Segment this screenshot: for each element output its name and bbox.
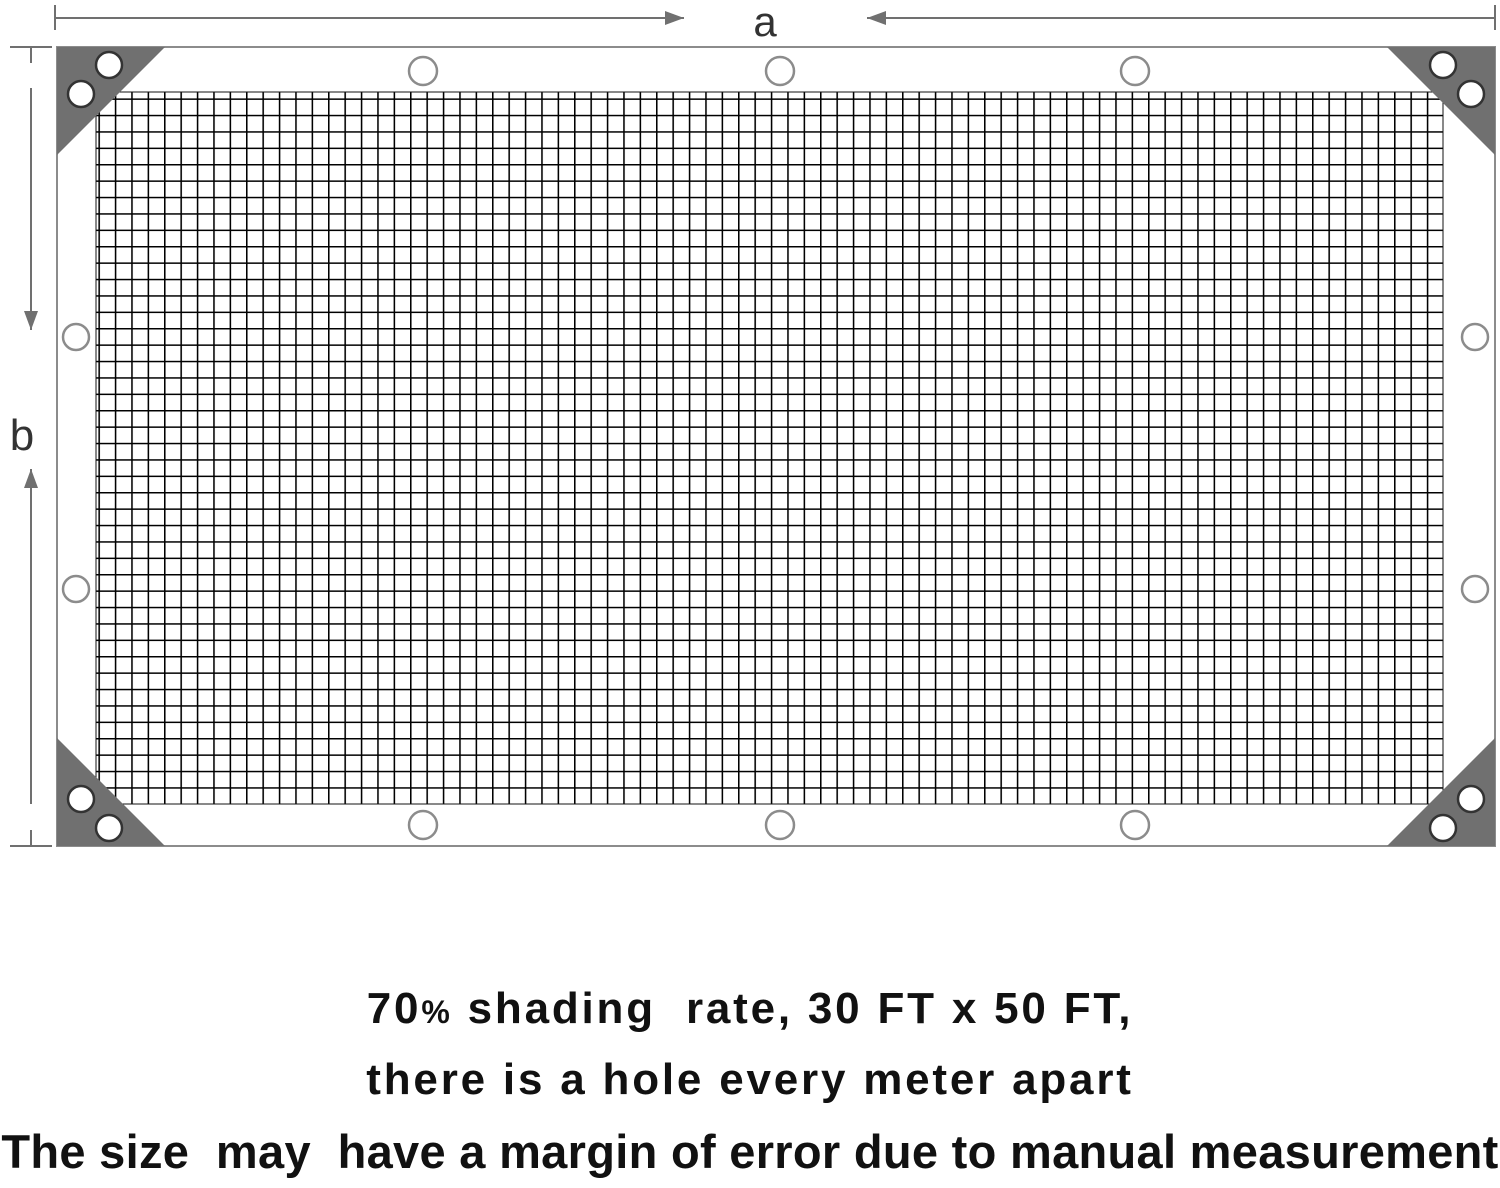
svg-text:b: b	[10, 411, 34, 460]
svg-text:a: a	[753, 0, 777, 45]
